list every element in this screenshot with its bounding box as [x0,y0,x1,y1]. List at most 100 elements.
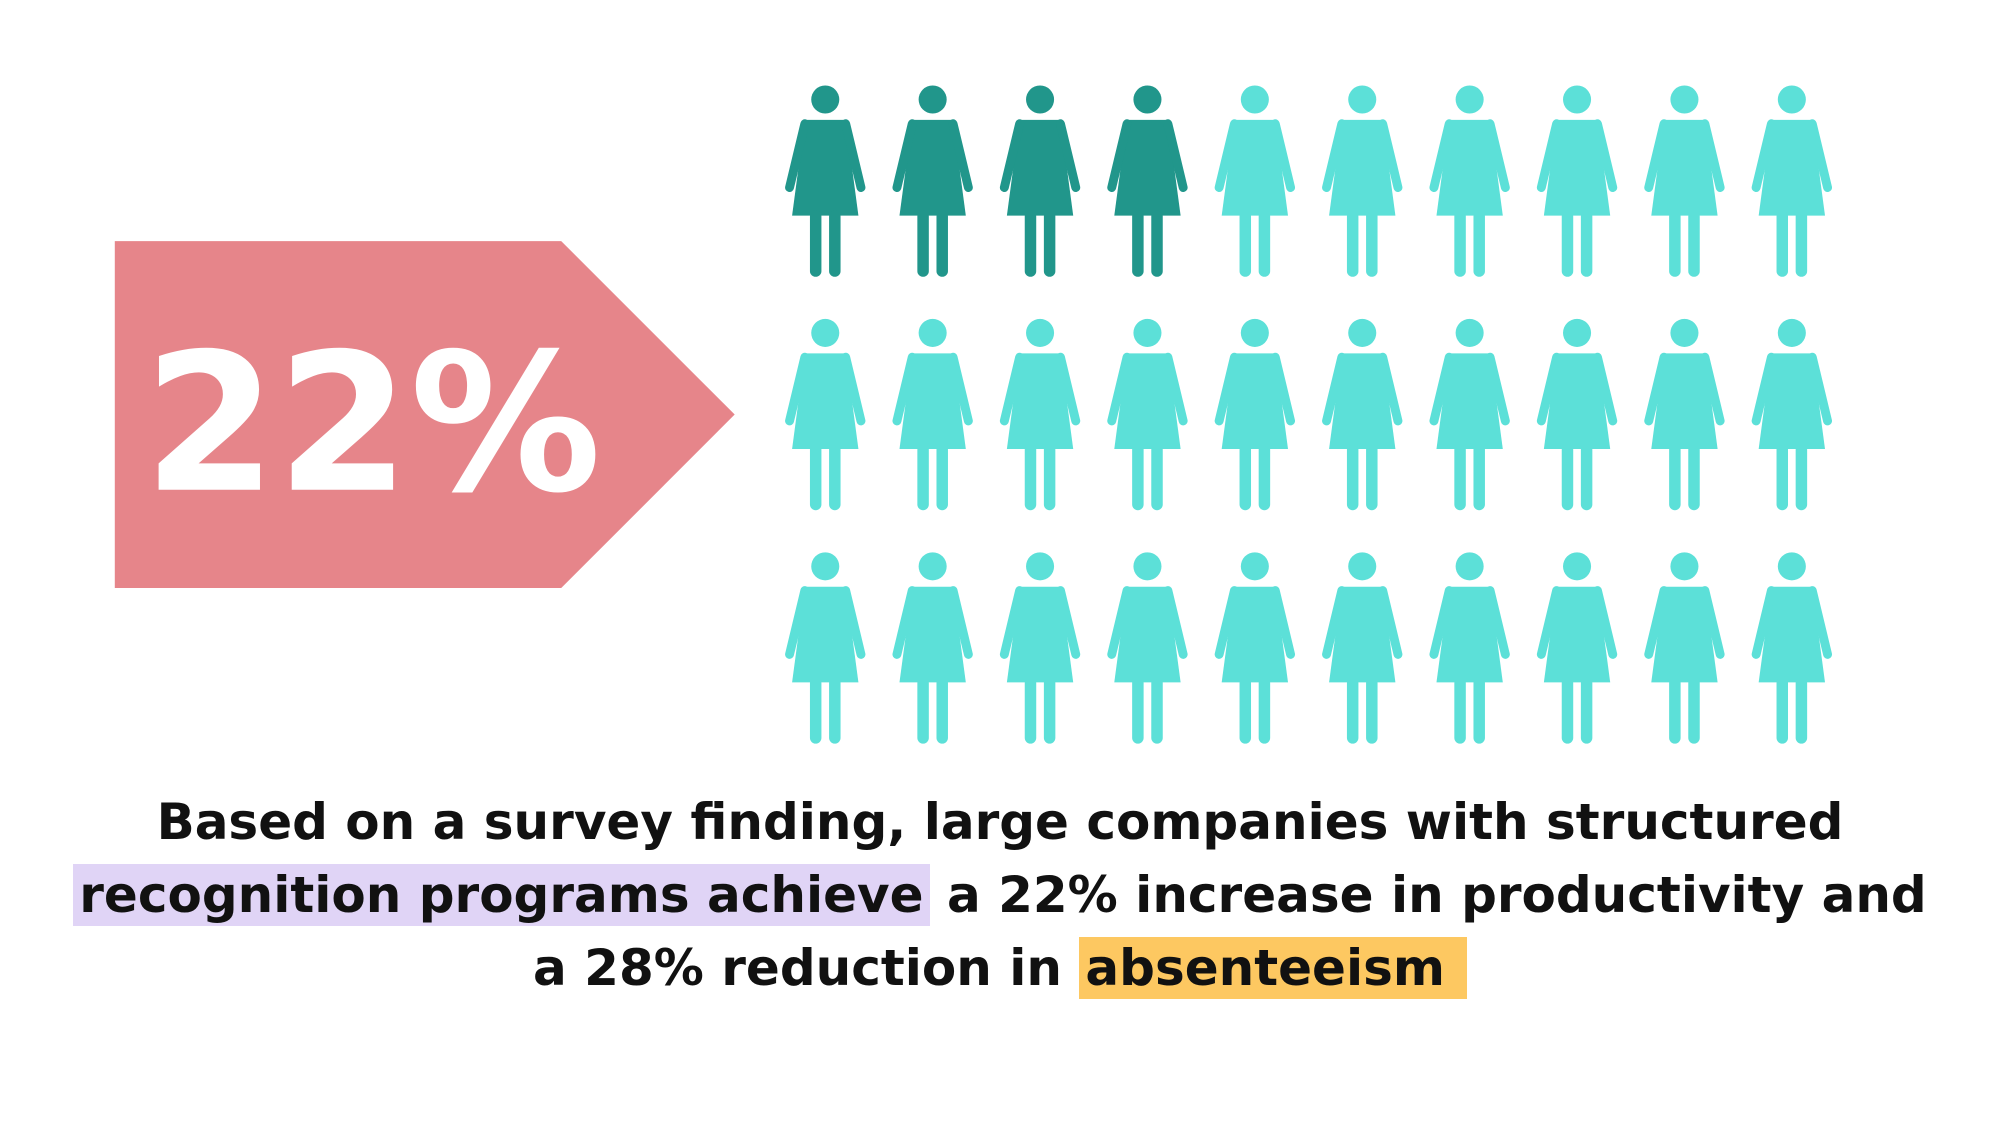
icon-dress [1436,586,1503,683]
icon-head [1670,318,1699,347]
icon-leg [1776,443,1789,511]
icon-arms [1751,586,1833,659]
icon-leg [1795,443,1808,511]
icon-arms [1644,352,1725,426]
icon-dress [1329,586,1396,683]
icon-arms [999,352,1081,426]
icon-leg [1151,210,1163,277]
badge-label: 22% [143,313,601,536]
person-icon [1751,318,1833,511]
icon-leg [1024,210,1037,277]
icon-head [1348,318,1377,347]
person-icon [1214,552,1296,744]
icon-leg [1132,210,1144,277]
icon-leg [1776,677,1789,744]
icon-dress [1651,353,1718,449]
icon-leg [936,677,948,744]
icon-head [1240,318,1269,347]
icon-leg [936,443,948,511]
icon-dress [1543,119,1611,216]
icon-arms [785,352,866,426]
person-icon [1644,552,1725,744]
person-icon [1322,85,1403,277]
icon-dress [1436,353,1503,449]
icon-leg [1454,677,1466,744]
icon-dress [1543,586,1611,683]
person-icon [1429,318,1510,511]
icon-dress [1006,353,1074,449]
person-icon [999,318,1081,511]
icon-arms [1322,119,1403,192]
icon-leg [1473,677,1485,744]
icon-leg [917,210,929,277]
person-icon [999,85,1081,277]
icon-head [1563,318,1592,347]
icon-leg [1561,443,1574,511]
person-icon [892,85,973,277]
icon-leg [1366,677,1378,744]
icon-dress [899,586,966,683]
icon-dress [1221,119,1289,216]
icon-dress [1758,119,1826,216]
icon-arms [999,119,1081,192]
caption-text: a 28% reduction in [533,939,1062,997]
icon-leg [1669,210,1681,277]
icon-leg [1151,443,1163,511]
icon-leg [1454,443,1466,511]
icon-head [1670,85,1699,114]
icon-head [1455,318,1484,347]
icon-arms [1107,352,1188,426]
icon-head [1777,552,1806,581]
icon-leg [1132,443,1144,511]
icon-head [1777,318,1806,347]
person-icon [1644,318,1725,511]
icon-head [1563,552,1592,581]
icon-head [1455,552,1484,581]
icon-head [1670,552,1699,581]
person-icon [1536,318,1618,511]
icon-leg [1346,210,1359,277]
person-icon [1751,85,1833,277]
icon-leg [1239,443,1252,511]
icon-arms [1214,119,1296,192]
caption-highlight: absenteeism [1079,937,1467,999]
icon-leg [1580,210,1593,277]
icon-arms [1751,352,1833,426]
icon-dress [792,353,859,449]
icon-head [1777,85,1806,114]
icon-head [1240,85,1269,114]
icon-leg [1795,677,1808,744]
icon-head [1563,85,1592,114]
icon-leg [1473,210,1485,277]
person-icon [892,552,973,744]
caption: Based on a survey finding, large compani… [0,786,2000,1005]
person-icon [1644,85,1725,277]
icon-dress [792,119,859,216]
icon-head [1348,552,1377,581]
icon-leg [1776,210,1789,277]
icon-dress [1114,119,1181,216]
icon-head [811,318,840,347]
icon-leg [1366,210,1378,277]
icon-arms [892,352,973,426]
person-icon [1429,552,1510,744]
icon-leg [1688,443,1700,511]
icon-dress [1651,586,1718,683]
icon-dress [1651,119,1718,216]
icon-arms [1644,586,1725,659]
caption-line: a 28% reduction in absenteeism [0,932,2000,1005]
icon-arms [1107,586,1188,659]
icon-leg [1132,677,1144,744]
person-icon [1751,552,1833,744]
icon-grid [785,85,1833,744]
icon-head [918,318,947,347]
icon-leg [1346,677,1359,744]
person-icon [1214,318,1296,511]
icon-leg [1580,677,1593,744]
icon-leg [829,443,841,511]
icon-leg [917,677,929,744]
icon-leg [1258,210,1271,277]
icon-leg [1473,443,1485,511]
icon-leg [1561,677,1574,744]
